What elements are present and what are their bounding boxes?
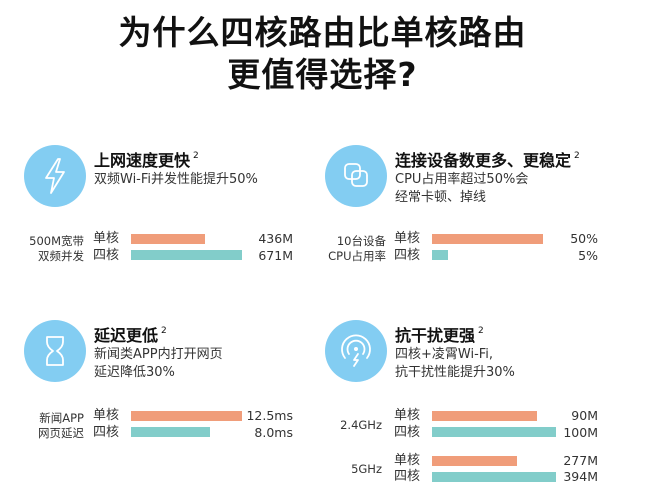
- value-single-core: 90M: [571, 408, 598, 423]
- row-label-single-core: 单核: [394, 231, 421, 246]
- feature-title-text: 连接设备数更多、更稳定: [395, 151, 572, 170]
- group-label-line: 10台设备: [336, 234, 386, 248]
- feature-title-text: 上网速度更快: [94, 151, 191, 170]
- footnote-marker: 2: [161, 326, 167, 336]
- row-label-single-core: 单核: [93, 231, 120, 246]
- group-label-line: CPU占用率: [328, 249, 386, 263]
- feature-title-text: 抗干扰更强: [395, 326, 476, 345]
- value-single-core: 12.5ms: [246, 408, 293, 423]
- group-label-5ghz: 5GHz: [322, 462, 382, 477]
- overlapping-squares-icon: [325, 145, 387, 207]
- value-single-core: 277M: [563, 453, 598, 468]
- description-line: 抗干扰性能提升30%: [395, 365, 515, 380]
- group-label-line: 网页延迟: [38, 426, 84, 440]
- feature-title-text: 延迟更低: [94, 326, 159, 345]
- value-quad-core: 8.0ms: [254, 425, 293, 440]
- feature-description: CPU占用率超过50%会 经常卡顿、掉线: [395, 171, 528, 207]
- value-quad-core: 394M: [563, 469, 598, 484]
- bar-single-core: [432, 411, 537, 421]
- bar-quad-core: [432, 427, 556, 437]
- value-quad-core: 100M: [563, 425, 598, 440]
- description-line: 经常卡顿、掉线: [395, 190, 487, 205]
- bar-quad-core: [131, 427, 210, 437]
- bar-quad-core: [432, 472, 556, 482]
- feature-description: 新闻类APP内打开网页 延迟降低30%: [94, 346, 223, 382]
- value-single-core: 50%: [570, 231, 598, 246]
- feature-title: 抗干扰更强 2: [395, 322, 484, 346]
- footnote-marker: 2: [193, 151, 199, 161]
- description-line: 双频Wi-Fi并发性能提升50%: [94, 172, 258, 187]
- description-line: 新闻类APP内打开网页: [94, 347, 223, 362]
- row-label-single-core: 单核: [93, 408, 120, 423]
- description-line: 四核+凌霄Wi-Fi,: [395, 347, 494, 362]
- hourglass-icon: [24, 320, 86, 382]
- row-label-single-core: 单核: [394, 453, 421, 468]
- bar-quad-core: [131, 250, 242, 260]
- page-title-line1: 为什么四核路由比单核路由: [118, 13, 527, 52]
- group-label: 500M宽带 双频并发: [20, 234, 84, 264]
- feature-description: 双频Wi-Fi并发性能提升50%: [94, 171, 258, 189]
- row-label-single-core: 单核: [394, 408, 421, 423]
- row-label-quad-core: 四核: [394, 469, 421, 484]
- footnote-marker: 2: [574, 151, 580, 161]
- feature-description: 四核+凌霄Wi-Fi, 抗干扰性能提升30%: [395, 346, 515, 382]
- group-label-line: 500M宽带: [29, 234, 84, 248]
- group-label: 10台设备 CPU占用率: [322, 234, 386, 264]
- group-label-line: 5GHz: [351, 462, 382, 476]
- row-label-quad-core: 四核: [93, 248, 120, 263]
- feature-title: 连接设备数更多、更稳定 2: [395, 147, 580, 171]
- group-label-2-4ghz: 2.4GHz: [322, 418, 382, 433]
- bar-single-core: [432, 234, 543, 244]
- bar-single-core: [432, 456, 517, 466]
- feature-title: 上网速度更快 2: [94, 147, 199, 171]
- group-label: 新闻APP 网页延迟: [20, 411, 84, 441]
- page-title-line2: 更值得选择?: [227, 55, 418, 94]
- bar-quad-core: [432, 250, 448, 260]
- row-label-quad-core: 四核: [93, 425, 120, 440]
- value-quad-core: 5%: [578, 248, 598, 263]
- footnote-marker: 2: [478, 326, 484, 336]
- bar-single-core: [131, 411, 242, 421]
- value-quad-core: 671M: [258, 248, 293, 263]
- bar-single-core: [131, 234, 205, 244]
- lightning-icon: [24, 145, 86, 207]
- feature-title: 延迟更低 2: [94, 322, 167, 346]
- description-line: 延迟降低30%: [94, 365, 175, 380]
- group-label-line: 新闻APP: [39, 411, 84, 425]
- value-single-core: 436M: [258, 231, 293, 246]
- signal-shield-icon: [325, 320, 387, 382]
- group-label-line: 双频并发: [38, 249, 84, 263]
- row-label-quad-core: 四核: [394, 248, 421, 263]
- group-label-line: 2.4GHz: [340, 418, 382, 432]
- row-label-quad-core: 四核: [394, 425, 421, 440]
- description-line: CPU占用率超过50%会: [395, 172, 529, 187]
